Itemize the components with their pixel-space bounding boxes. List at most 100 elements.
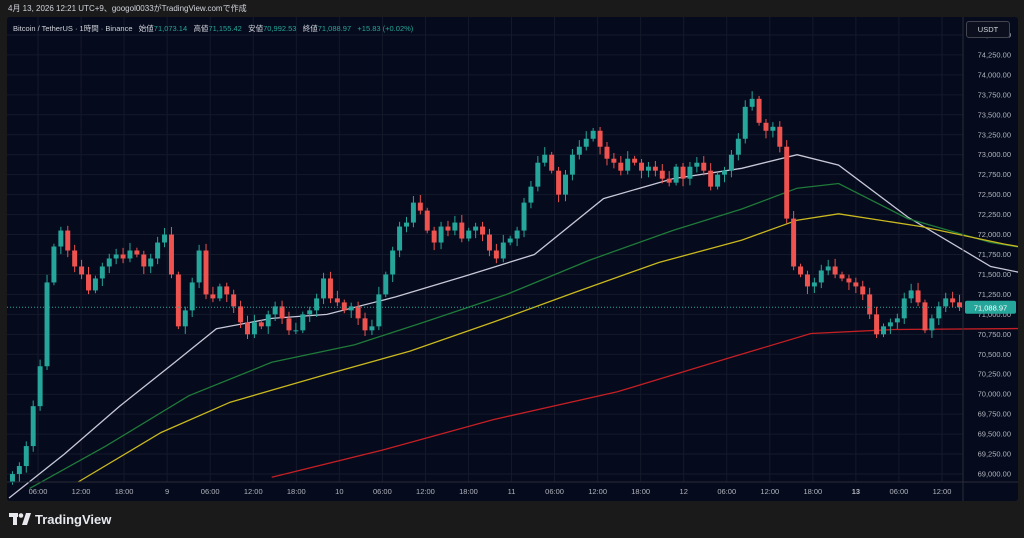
candle-body	[445, 226, 451, 231]
candle-body	[618, 162, 624, 171]
moving-average-ma_longest	[271, 327, 1018, 478]
x-tick-label: 18:00	[115, 487, 134, 496]
y-tick-label: 69,750.00	[978, 410, 1011, 419]
x-tick-label: 18:00	[287, 487, 306, 496]
candle-body	[148, 258, 154, 267]
y-tick-label: 70,000.00	[978, 390, 1011, 399]
candle-body	[957, 302, 963, 308]
candle-body	[134, 250, 140, 255]
tradingview-logo: TradingView	[9, 512, 111, 527]
candle-body	[473, 226, 479, 231]
candle-body	[556, 170, 562, 195]
candle-body	[708, 170, 714, 187]
y-tick-label: 71,500.00	[978, 270, 1011, 279]
candle-body	[120, 254, 126, 259]
candle-body	[127, 250, 133, 259]
candle-body	[459, 222, 465, 239]
candle-body	[915, 290, 921, 303]
currency-button[interactable]: USDT	[966, 21, 1010, 38]
candle-body	[404, 222, 409, 227]
y-tick-label: 72,000.00	[978, 230, 1011, 239]
candle-body	[936, 306, 942, 319]
y-tick-label: 73,250.00	[978, 130, 1011, 139]
legend-symbol: Bitcoin / TetherUS · 1時間 · Binance	[13, 24, 133, 33]
candle-body	[687, 166, 693, 179]
candle-body	[141, 254, 147, 267]
candle-body	[65, 230, 71, 251]
candle-body	[722, 170, 727, 175]
candle-body	[348, 306, 354, 311]
candle-body	[321, 278, 327, 299]
chart-legend: Bitcoin / TetherUS · 1時間 · Binance 始値71,…	[13, 23, 413, 34]
candle-body	[798, 266, 804, 275]
last-price-label: 71,088.97	[974, 303, 1007, 312]
candle-body	[376, 294, 382, 327]
x-tick-label: 18:00	[459, 487, 478, 496]
legend-open-label: 始値	[138, 24, 154, 33]
candle-body	[728, 154, 734, 171]
candle-body	[659, 170, 665, 179]
x-tick-label: 11	[508, 487, 516, 496]
moving-average-ma_short	[8, 154, 1018, 499]
candle-body	[881, 326, 886, 335]
chart-frame[interactable]: 69,000.00 69,250.00 69,500.00 69,750.00 70,0…	[7, 17, 1018, 501]
candle-body	[818, 270, 824, 283]
y-tick-label: 72,500.00	[978, 190, 1011, 199]
candle-body	[694, 162, 700, 167]
legend-low-label: 安値	[248, 24, 264, 33]
moving-average-ma_medium	[29, 182, 1018, 489]
candle-body	[832, 266, 838, 275]
candle-body	[770, 126, 776, 131]
candle-body	[16, 466, 22, 475]
y-tick-label: 72,750.00	[978, 170, 1011, 179]
candle-body	[30, 406, 36, 447]
candle-body	[632, 158, 638, 163]
candle-body	[535, 162, 541, 187]
candle-body	[327, 278, 333, 299]
candle-body	[756, 98, 762, 123]
candle-body	[486, 234, 492, 251]
x-tick-label: 9	[165, 487, 169, 496]
legend-high-label: 高値	[193, 24, 209, 33]
candle-body	[397, 226, 403, 251]
candle-body	[604, 146, 610, 159]
candle-body	[106, 258, 112, 267]
candle-body	[245, 322, 250, 335]
candle-body	[155, 242, 161, 259]
price-chart[interactable]: 69,000.00 69,250.00 69,500.00 69,750.00 70,0…	[7, 17, 1018, 501]
y-tick-label: 71,000.00	[978, 310, 1011, 319]
candle-body	[431, 230, 437, 243]
candle-body	[37, 366, 43, 407]
candle-body	[804, 274, 810, 287]
candle-body	[79, 266, 85, 275]
y-tick-label: 69,000.00	[978, 470, 1011, 479]
candle-body	[72, 250, 78, 267]
candle-body	[383, 274, 389, 295]
candle-body	[279, 306, 285, 319]
candle-body	[791, 218, 797, 267]
x-tick-label: 06:00	[890, 487, 909, 496]
candle-body	[258, 322, 264, 327]
candle-body	[860, 286, 866, 295]
y-tick-label: 72,250.00	[978, 210, 1011, 219]
candle-body	[44, 282, 50, 367]
candle-body	[943, 298, 949, 307]
candle-body	[742, 106, 748, 139]
candle-body	[929, 318, 935, 331]
last-price-tag	[965, 300, 1016, 314]
candle-body	[466, 230, 472, 239]
candle-body	[493, 250, 499, 259]
legend-high-value: 71,155.42	[208, 24, 242, 33]
candle-body	[569, 154, 575, 175]
candle-body	[583, 138, 589, 147]
candle-body	[784, 146, 790, 219]
legend-open-value: 71,073.14	[153, 24, 188, 33]
candle-body	[597, 130, 603, 147]
candle-body	[576, 146, 582, 155]
candle-body	[763, 122, 769, 131]
x-tick-label: 12:00	[72, 487, 91, 496]
candle-body	[182, 310, 188, 327]
candle-body	[625, 158, 631, 171]
candle-body	[666, 178, 672, 183]
candle-body	[217, 286, 223, 299]
